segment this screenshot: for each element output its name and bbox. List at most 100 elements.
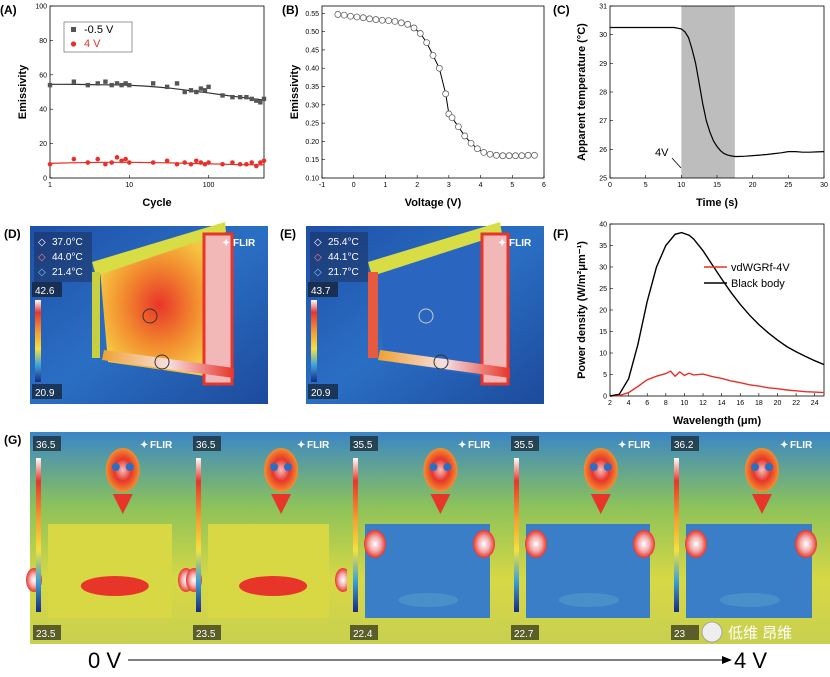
hand [633, 530, 655, 558]
data-point [473, 145, 481, 153]
series-line [337, 13, 535, 157]
panel-a-legend-series-2: 4 V [84, 38, 101, 50]
panel-g-label: (G) [4, 433, 21, 447]
frame-max-temp: 35.5 [514, 440, 534, 451]
x-tick-label: 5 [510, 182, 514, 189]
data-point [353, 13, 361, 21]
data-point [435, 64, 443, 72]
data-point [202, 161, 208, 167]
x-tick-label: 12 [699, 400, 707, 407]
panel-b-line [337, 13, 535, 157]
data-point [416, 30, 424, 37]
y-tick-label: 0.30 [305, 102, 319, 109]
data-point [150, 160, 156, 165]
flir-logo-icon: ✦ [297, 440, 305, 451]
thermal-d-min: 20.9 [35, 388, 55, 399]
data-point [334, 11, 342, 18]
data-point [114, 155, 120, 160]
hot-spot [558, 593, 619, 607]
neck [112, 494, 133, 514]
series-line [610, 26, 825, 158]
eye [443, 463, 452, 471]
data-point [366, 15, 373, 23]
data-point [378, 16, 386, 24]
thermal-frame: 35.5 22.7 ✦ FLIR [508, 432, 668, 644]
data-point [244, 161, 249, 167]
panel-f-legend-series-2: Black body [731, 278, 785, 290]
thermal-e-max-box [308, 282, 338, 297]
panel-f-ylabel: Power density (W/m²μm⁻¹) [576, 241, 588, 379]
thermal-d-scale-bar [35, 300, 41, 382]
data-point [194, 89, 199, 95]
data-point [198, 86, 204, 91]
frame-brand: FLIR [150, 440, 173, 451]
panel-a-marks [47, 79, 267, 169]
panel-a-label: (A) [0, 3, 17, 17]
data-point [237, 94, 243, 100]
scale-bar [36, 458, 41, 612]
hand [473, 530, 495, 558]
data-point [258, 100, 263, 105]
hot-spot [80, 576, 149, 596]
data-point [480, 148, 488, 156]
x-tick-label: 5 [644, 182, 648, 189]
scale-bar [674, 458, 679, 612]
data-point [126, 160, 132, 165]
data-point [404, 20, 412, 28]
data-point [237, 161, 243, 167]
frame-min-temp: 23 [674, 629, 686, 640]
data-point [127, 82, 132, 88]
data-point [188, 161, 194, 167]
panel-a-legend-series-1: -0.5 V [84, 24, 114, 36]
thermal-e-spot1: 25.4°C [328, 237, 359, 248]
panel-f-label: (F) [553, 227, 568, 241]
y-tick-label: 30 [599, 32, 607, 39]
data-point [423, 39, 431, 46]
hand [525, 530, 547, 558]
y-tick-label: 28 [599, 90, 607, 97]
y-tick-label: 0.55 [305, 11, 319, 18]
y-tick-label: 26 [599, 147, 607, 154]
x-tick-label: 25 [784, 182, 792, 189]
data-point [531, 151, 538, 159]
data-point [109, 82, 114, 88]
spot-marker-2 [154, 354, 170, 370]
thermal-e-max: 43.7 [311, 286, 331, 297]
scale-bar [196, 458, 201, 612]
thermal-e-top-frame [368, 222, 502, 276]
x-tick-label: 20 [749, 182, 757, 189]
thermal-frame: 36.2 23 ✦ FLIR [668, 432, 830, 644]
thermal-d-spot2: 44.0°C [52, 252, 83, 263]
data-point [249, 160, 255, 165]
max-box [671, 436, 699, 451]
panel-c-ylabel: Apparent temperature (°C) [576, 23, 588, 161]
head [105, 448, 140, 492]
thermal-d-left-frame [92, 272, 100, 358]
y-tick-label: 27 [599, 118, 607, 125]
thermal-frame: 35.5 22.4 ✦ FLIR [347, 432, 508, 644]
scale-bar [353, 458, 358, 612]
thermal-e-scale-bar [311, 300, 317, 382]
data-point [123, 156, 128, 162]
head [423, 448, 458, 492]
data-point [206, 84, 211, 90]
y-tick-label: 0.20 [305, 139, 319, 146]
panel-c-shaded-region [681, 6, 735, 178]
panel-f-legend-series-1: vdWGRf-4V [731, 262, 790, 274]
panel-d-label: (D) [4, 227, 21, 241]
data-point [347, 12, 354, 20]
eye [429, 463, 438, 471]
panel-c-annotation: 4V [655, 147, 669, 159]
x-tick-label: 3 [447, 182, 451, 189]
thermal-frame: 36.5 23.5 ✦ FLIR [186, 432, 351, 644]
frame-min-temp: 22.4 [353, 629, 373, 640]
x-tick-label: 1 [383, 182, 387, 189]
data-point [397, 19, 405, 27]
eye [284, 463, 293, 471]
thermal-e-bottom-bar [378, 350, 510, 378]
neck [271, 494, 292, 514]
panel-c-label: (C) [553, 3, 570, 17]
x-tick-label: 1 [48, 182, 52, 189]
panel-b-ylabel: Emissivity [289, 64, 301, 119]
y-tick-label: 25 [599, 176, 607, 183]
